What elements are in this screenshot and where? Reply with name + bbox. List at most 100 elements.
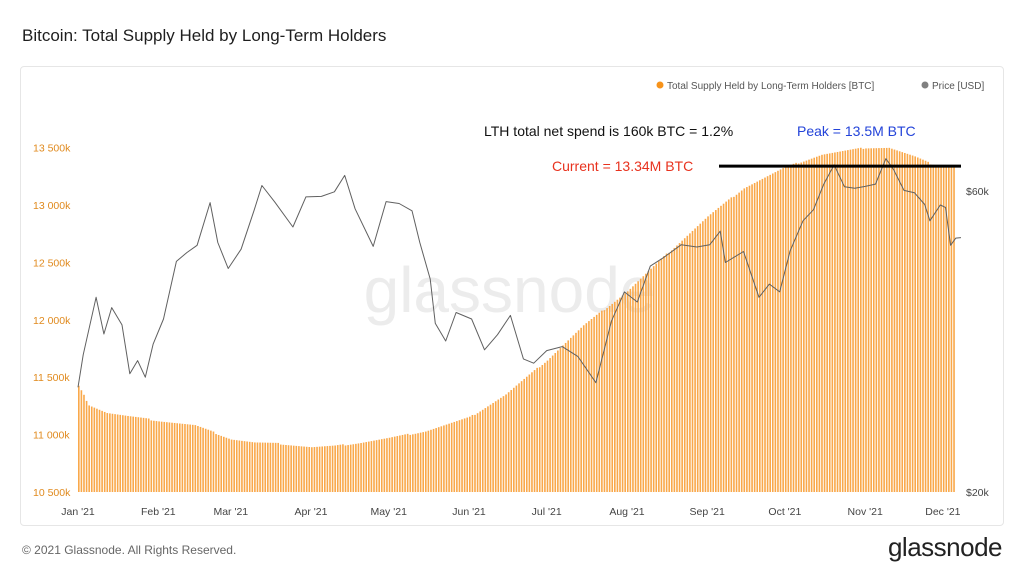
lth-supply-bar bbox=[606, 308, 608, 492]
lth-supply-bar bbox=[419, 432, 422, 492]
lth-supply-bar bbox=[551, 355, 554, 492]
lth-supply-bar bbox=[691, 230, 694, 492]
lth-supply-bar bbox=[106, 413, 109, 492]
footer-copyright: © 2021 Glassnode. All Rights Reserved. bbox=[22, 543, 237, 557]
lth-supply-bar bbox=[686, 235, 689, 493]
lth-supply-bar bbox=[406, 433, 409, 492]
lth-supply-bar bbox=[942, 166, 945, 492]
lth-supply-bar bbox=[805, 160, 808, 492]
lth-supply-bar bbox=[642, 276, 645, 492]
lth-supply-bar bbox=[585, 323, 588, 492]
lth-supply-bar bbox=[342, 444, 344, 492]
lth-supply-bar bbox=[388, 437, 391, 492]
y-left-tick-label: 13 000k bbox=[33, 200, 71, 212]
lth-supply-bar bbox=[127, 415, 129, 492]
legend-swatch-price bbox=[921, 81, 929, 89]
lth-supply-bar bbox=[712, 212, 715, 492]
lth-supply-bar bbox=[950, 166, 953, 492]
legend-label-lth-supply[interactable]: Total Supply Held by Long-Term Holders [… bbox=[667, 81, 875, 92]
lth-supply-bar bbox=[269, 442, 272, 492]
lth-supply-bar bbox=[916, 157, 919, 492]
lth-supply-bar bbox=[847, 150, 849, 493]
lth-supply-bar bbox=[564, 342, 567, 492]
lth-supply-bar bbox=[782, 168, 784, 492]
lth-supply-bar bbox=[217, 434, 220, 492]
lth-supply-bar bbox=[841, 151, 844, 493]
lth-supply-bar bbox=[569, 337, 572, 492]
lth-supply-bar bbox=[352, 444, 355, 492]
lth-supply-bar bbox=[601, 310, 603, 492]
x-tick-label: Dec '21 bbox=[925, 506, 960, 518]
y-left-tick-label: 12 000k bbox=[33, 315, 71, 327]
lth-supply-bar bbox=[427, 430, 430, 492]
lth-supply-bar bbox=[725, 201, 727, 492]
lth-supply-bar bbox=[505, 394, 507, 492]
lth-supply-bar bbox=[290, 445, 292, 492]
lth-supply-bar bbox=[639, 278, 642, 492]
lth-supply-bar bbox=[655, 263, 658, 492]
lth-supply-bar bbox=[370, 441, 373, 492]
lth-supply-bar bbox=[595, 314, 598, 492]
lth-supply-bar bbox=[176, 423, 179, 492]
lth-supply-bar bbox=[792, 163, 795, 492]
lth-supply-bar bbox=[935, 165, 937, 492]
lth-supply-bar bbox=[308, 447, 311, 492]
lth-supply-bar bbox=[507, 392, 510, 492]
lth-supply-bar bbox=[777, 170, 779, 492]
lth-supply-bar bbox=[355, 443, 357, 492]
lth-supply-bar bbox=[417, 433, 419, 492]
lth-supply-bar bbox=[114, 414, 116, 492]
lth-supply-bar bbox=[181, 423, 184, 492]
lth-supply-bar bbox=[391, 437, 393, 492]
y-left-tick-label: 10 500k bbox=[33, 487, 71, 499]
x-tick-label: Feb '21 bbox=[141, 506, 176, 518]
lth-supply-bar bbox=[456, 421, 458, 492]
lth-supply-bar bbox=[544, 362, 546, 492]
lth-supply-bar bbox=[839, 151, 841, 492]
lth-supply-bar bbox=[857, 148, 860, 492]
glassnode-logo[interactable]: glassnode bbox=[887, 532, 1003, 562]
lth-supply-bar bbox=[740, 190, 743, 492]
y-left-tick-label: 13 500k bbox=[33, 143, 71, 155]
lth-supply-bar bbox=[484, 408, 487, 492]
lth-supply-bar bbox=[575, 332, 577, 492]
lth-supply-bar bbox=[318, 446, 321, 492]
lth-supply-bar bbox=[334, 445, 336, 492]
lth-supply-bar bbox=[632, 286, 634, 492]
lth-supply-bar bbox=[932, 164, 935, 492]
lth-supply-bar bbox=[733, 196, 735, 492]
lth-supply-bar bbox=[453, 421, 456, 492]
lth-supply-bar bbox=[285, 445, 287, 492]
x-tick-label: Apr '21 bbox=[295, 506, 328, 518]
lth-supply-bar bbox=[386, 438, 388, 492]
lth-supply-bar bbox=[96, 408, 98, 492]
lth-supply-bar bbox=[945, 166, 948, 492]
lth-supply-bar bbox=[927, 161, 929, 492]
lth-supply-bar bbox=[90, 406, 93, 492]
lth-supply-bar bbox=[238, 440, 241, 492]
lth-supply-bar bbox=[756, 181, 759, 492]
lth-supply-bar bbox=[256, 442, 259, 492]
lth-supply-bar bbox=[823, 154, 826, 492]
lth-supply-bar bbox=[865, 148, 867, 492]
lth-supply-bar bbox=[259, 442, 261, 492]
lth-supply-bar bbox=[432, 428, 435, 492]
lth-supply-bar bbox=[305, 446, 308, 492]
lth-supply-bar bbox=[476, 413, 479, 492]
lth-supply-bar bbox=[150, 420, 153, 492]
lth-supply-bar bbox=[797, 163, 800, 492]
legend-label-price[interactable]: Price [USD] bbox=[932, 81, 984, 92]
lth-supply-bar bbox=[844, 150, 847, 492]
lth-supply-bar bbox=[764, 177, 766, 492]
lth-supply-bar bbox=[696, 226, 699, 492]
lth-supply-bar bbox=[93, 407, 96, 492]
lth-supply-bar bbox=[111, 413, 114, 492]
lth-supply-bar bbox=[373, 440, 375, 492]
lth-supply-bar bbox=[137, 417, 140, 492]
lth-supply-bar bbox=[608, 305, 611, 492]
lth-supply-bar bbox=[448, 423, 450, 492]
lth-supply-bar bbox=[800, 162, 803, 492]
lth-supply-bar bbox=[440, 426, 443, 492]
lth-supply-bar bbox=[254, 442, 256, 492]
lth-supply-bar bbox=[116, 414, 119, 492]
